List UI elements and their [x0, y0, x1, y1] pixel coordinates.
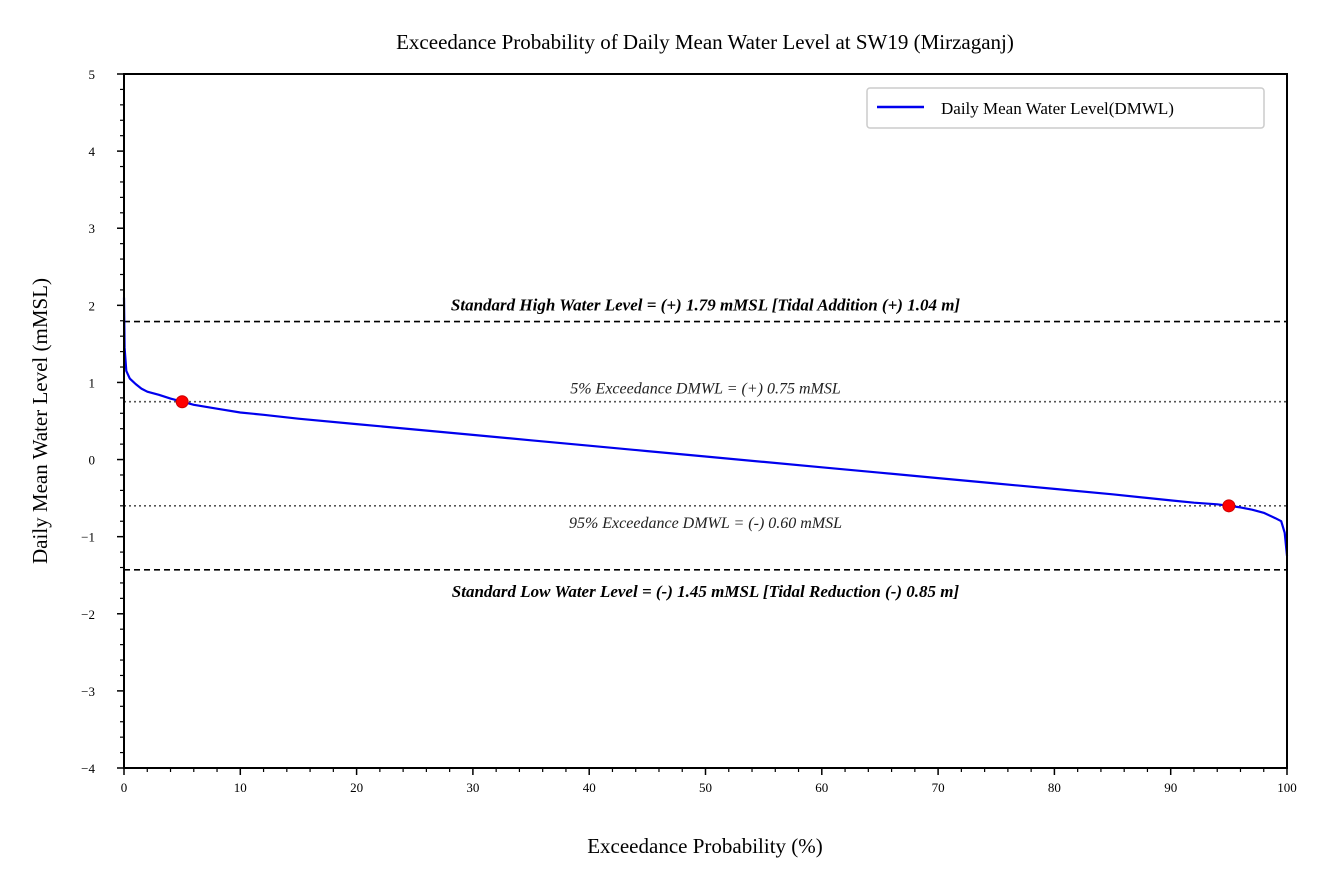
- y-axis-label: Daily Mean Water Level (mMSL): [28, 278, 52, 564]
- reference-annotation: 5% Exceedance DMWL = (+) 0.75 mMSL: [570, 381, 841, 398]
- axis-ticks: 0 10 20 30 40 50 60 70 80 90 100 −4 −3 −2 −1 0 1 2 3 4 5: [81, 67, 1297, 795]
- x-tick-label: 70: [932, 780, 945, 795]
- marker-layer: [175, 395, 1236, 513]
- y-tick-label: 1: [89, 375, 96, 390]
- x-tick-label: 40: [583, 780, 596, 795]
- y-tick-label: 5: [89, 67, 96, 82]
- y-tick-label: 4: [89, 144, 96, 159]
- reference-annotation: 95% Exceedance DMWL = (-) 0.60 mMSL: [569, 515, 842, 532]
- reference-annotation: Standard Low Water Level = (-) 1.45 mMSL…: [452, 582, 960, 601]
- y-tick-label: −1: [81, 530, 95, 545]
- legend-label-dmwl: Daily Mean Water Level(DMWL): [941, 99, 1174, 118]
- x-tick-label: 80: [1048, 780, 1061, 795]
- annotations: Standard High Water Level = (+) 1.79 mMS…: [451, 295, 960, 601]
- x-tick-label: 50: [699, 780, 712, 795]
- y-tick-label: −4: [81, 761, 95, 776]
- chart-title: Exceedance Probability of Daily Mean Wat…: [396, 30, 1014, 54]
- legend-box: [866, 87, 1265, 129]
- legend: Daily Mean Water Level(DMWL): [866, 87, 1265, 129]
- exceedance-marker: [175, 395, 189, 409]
- x-tick-label: 10: [234, 780, 247, 795]
- x-tick-label: 30: [466, 780, 479, 795]
- x-axis-label: Exceedance Probability (%): [587, 834, 823, 858]
- reference-annotation: Standard High Water Level = (+) 1.79 mMS…: [451, 295, 960, 314]
- y-tick-label: 3: [89, 221, 96, 236]
- y-tick-label: −2: [81, 607, 95, 622]
- x-tick-label: 90: [1164, 780, 1177, 795]
- exceedance-marker: [1222, 499, 1236, 513]
- y-tick-label: 2: [89, 298, 96, 313]
- y-tick-label: −3: [81, 684, 95, 699]
- x-tick-label: 20: [350, 780, 363, 795]
- x-tick-label: 60: [815, 780, 828, 795]
- reference-lines: [124, 320, 1287, 571]
- y-tick-label: 0: [89, 453, 96, 468]
- x-tick-label: 100: [1277, 780, 1297, 795]
- plot-frame: [123, 73, 1288, 769]
- x-tick-label: 0: [121, 780, 128, 795]
